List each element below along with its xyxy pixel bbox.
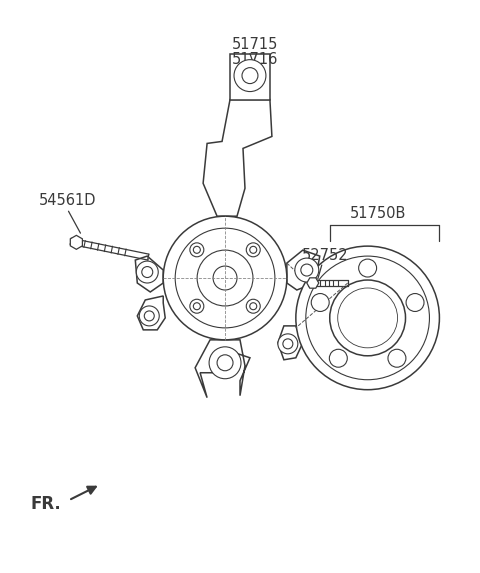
Circle shape	[246, 243, 260, 257]
Circle shape	[190, 299, 204, 313]
Circle shape	[246, 299, 260, 313]
Circle shape	[193, 246, 200, 253]
Circle shape	[193, 303, 200, 310]
Circle shape	[142, 266, 153, 277]
Circle shape	[144, 311, 154, 321]
Text: 51715: 51715	[232, 37, 278, 52]
Circle shape	[139, 306, 159, 326]
Polygon shape	[307, 278, 319, 288]
Text: FR.: FR.	[31, 496, 61, 513]
Circle shape	[190, 243, 204, 257]
Circle shape	[295, 258, 319, 282]
Circle shape	[197, 250, 253, 306]
Circle shape	[330, 280, 406, 356]
Circle shape	[301, 264, 313, 276]
Circle shape	[388, 350, 406, 367]
Circle shape	[209, 347, 241, 379]
Text: 52752: 52752	[302, 248, 348, 263]
Polygon shape	[278, 326, 303, 360]
Text: 51750B: 51750B	[350, 206, 406, 221]
Circle shape	[136, 261, 158, 283]
Circle shape	[359, 259, 377, 277]
Circle shape	[329, 350, 348, 367]
Circle shape	[250, 246, 257, 253]
Circle shape	[344, 294, 392, 342]
Circle shape	[217, 355, 233, 371]
Polygon shape	[287, 250, 320, 290]
Circle shape	[242, 68, 258, 84]
Circle shape	[175, 228, 275, 328]
Circle shape	[296, 246, 439, 390]
Polygon shape	[70, 236, 83, 249]
Polygon shape	[230, 54, 270, 100]
Polygon shape	[135, 256, 163, 292]
Circle shape	[278, 334, 298, 354]
Circle shape	[406, 293, 424, 312]
Circle shape	[283, 339, 293, 349]
Circle shape	[163, 216, 287, 340]
Circle shape	[306, 256, 430, 380]
Circle shape	[250, 303, 257, 310]
Text: 54561D: 54561D	[38, 193, 96, 208]
Circle shape	[311, 293, 329, 312]
Circle shape	[234, 60, 266, 92]
Circle shape	[355, 305, 381, 331]
Polygon shape	[137, 296, 165, 330]
Polygon shape	[203, 100, 272, 216]
Circle shape	[213, 266, 237, 290]
Polygon shape	[195, 340, 250, 398]
Circle shape	[338, 288, 397, 348]
Text: 51716: 51716	[232, 52, 278, 66]
